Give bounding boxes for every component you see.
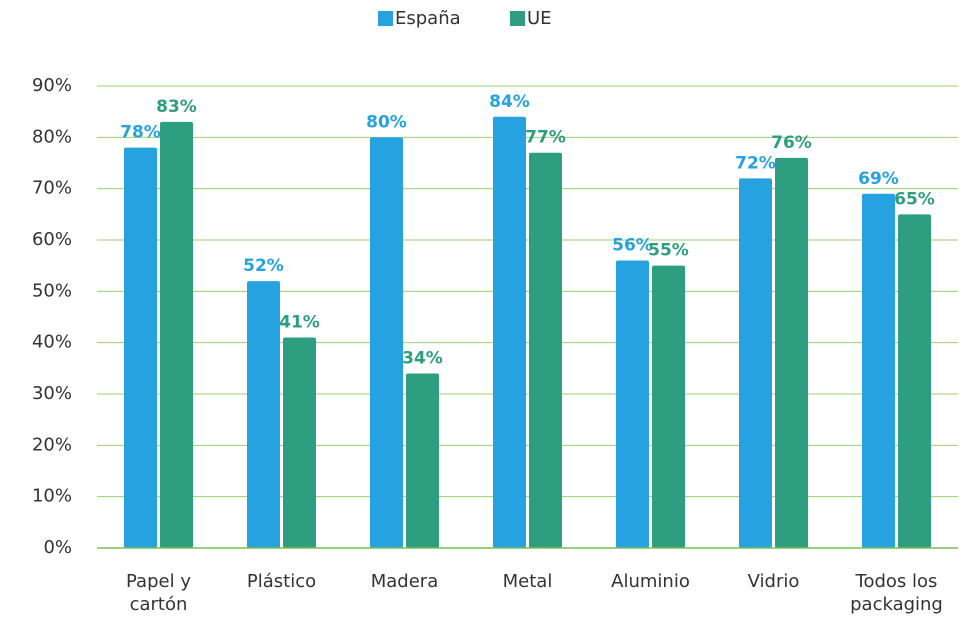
- y-tick-label: 70%: [32, 178, 72, 199]
- value-label: 72%: [735, 153, 776, 173]
- bar: [406, 373, 439, 548]
- x-tick-label: Todos los packaging: [850, 571, 943, 615]
- legend-swatch: [378, 11, 393, 26]
- value-label: 52%: [243, 256, 284, 276]
- value-label: 83%: [156, 97, 197, 117]
- y-tick-label: 40%: [32, 332, 72, 353]
- y-tick-label: 90%: [32, 75, 72, 96]
- value-label: 69%: [858, 169, 899, 189]
- y-tick-label: 20%: [32, 434, 72, 455]
- x-tick-label: Plástico: [246, 571, 317, 592]
- value-label: 41%: [279, 313, 320, 333]
- y-tick-label: 60%: [32, 229, 72, 250]
- legend-swatch: [510, 11, 525, 26]
- x-tick-label: Metal: [502, 571, 553, 592]
- bar: [283, 337, 316, 548]
- value-label: 84%: [489, 92, 530, 112]
- bar: [652, 265, 685, 548]
- bar: [862, 193, 895, 549]
- value-label: 65%: [894, 189, 935, 209]
- value-label: 34%: [402, 348, 443, 368]
- bar: [124, 147, 157, 548]
- value-label: 55%: [648, 241, 689, 261]
- y-tick-label: 50%: [32, 280, 72, 301]
- value-label: 78%: [120, 123, 161, 143]
- x-tick-label: Aluminio: [611, 571, 690, 592]
- x-tick-label: Madera: [370, 571, 439, 592]
- bar: [739, 178, 772, 548]
- y-tick-label: 80%: [32, 126, 72, 147]
- value-label: 77%: [525, 128, 566, 148]
- bar: [775, 157, 808, 548]
- bar: [529, 152, 562, 548]
- bar: [160, 121, 193, 548]
- y-tick-label: 0%: [43, 537, 72, 558]
- bar: [370, 137, 403, 549]
- bar: [247, 281, 280, 548]
- value-label: 76%: [771, 133, 812, 153]
- y-tick-label: 30%: [32, 383, 72, 404]
- x-tick-label: Papel y cartón: [126, 571, 191, 615]
- value-label: 80%: [366, 112, 407, 132]
- value-label: 56%: [612, 236, 653, 256]
- x-tick-label: Vidrio: [747, 571, 800, 592]
- y-tick-label: 10%: [32, 486, 72, 507]
- bar: [898, 214, 931, 549]
- bar: [493, 116, 526, 549]
- legend-label: España: [395, 8, 461, 29]
- bar: [616, 260, 649, 548]
- legend-label: UE: [527, 8, 552, 29]
